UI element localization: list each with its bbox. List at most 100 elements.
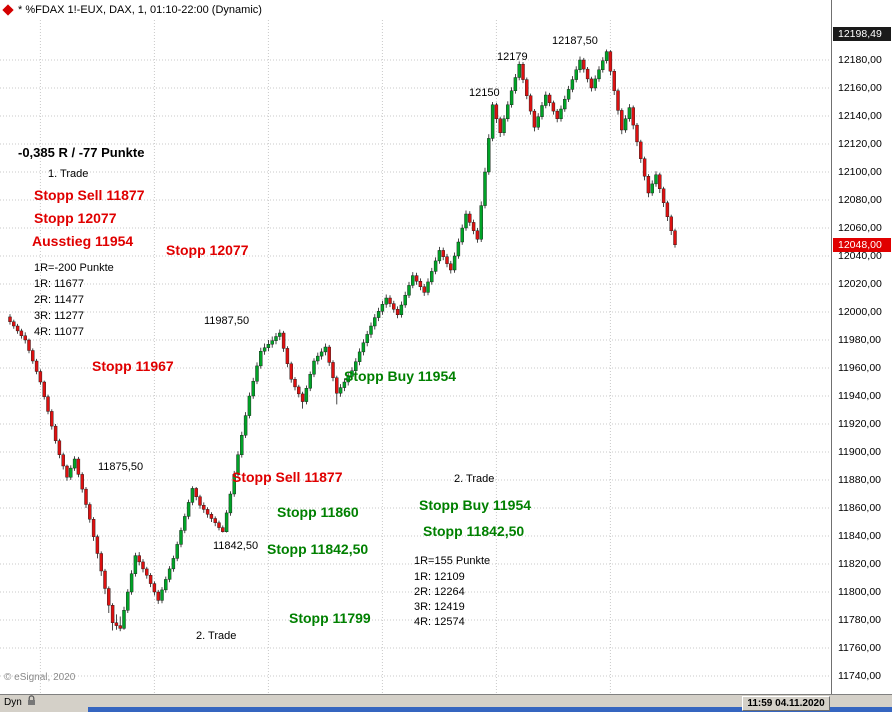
- candle-body: [80, 474, 84, 490]
- candle-body: [331, 362, 335, 378]
- candle-body: [411, 275, 415, 286]
- candle-body: [156, 591, 160, 601]
- horizontal-scrollbar[interactable]: [88, 707, 892, 712]
- chart-text-annotation: 4R: 11077: [34, 326, 84, 338]
- candle-body: [616, 90, 620, 111]
- chart-text-annotation: 1. Trade: [48, 168, 89, 180]
- chart-text-annotation: Stopp 12077: [166, 242, 249, 258]
- candle-body: [430, 271, 434, 283]
- candlestick-chart[interactable]: [0, 0, 831, 694]
- candle-body: [369, 325, 373, 335]
- candle-body: [76, 458, 81, 475]
- candle-body: [145, 568, 149, 576]
- candle-body: [240, 435, 244, 456]
- candle-body: [525, 79, 529, 96]
- chart-text-annotation: 1R: 12109: [414, 571, 465, 583]
- candle-body: [384, 297, 388, 305]
- candle-body: [433, 260, 438, 272]
- candle-body: [114, 622, 119, 626]
- candle-body: [559, 108, 563, 120]
- price-axis-label: 11900,00: [838, 446, 882, 458]
- candle-body: [361, 342, 366, 353]
- candle-body: [506, 104, 510, 120]
- candle-body: [464, 213, 468, 229]
- candle-body: [578, 59, 582, 71]
- candle-body: [502, 118, 506, 134]
- chart-text-annotation: 11842,50: [213, 540, 259, 552]
- price-axis-label: 11760,00: [838, 642, 882, 654]
- candle-body: [650, 183, 654, 194]
- candle-body: [262, 347, 267, 352]
- chart-text-annotation: Stopp Buy 11954: [344, 368, 457, 384]
- candle-body: [452, 255, 457, 271]
- candle-body: [278, 332, 282, 337]
- candle-body: [95, 536, 100, 554]
- chart-title: * %FDAX 1!-EUX, DAX, 1, 01:10-22:00 (Dyn…: [18, 4, 262, 16]
- candle-body: [148, 575, 153, 584]
- candle-body: [285, 348, 290, 364]
- candle-body: [107, 588, 111, 606]
- candle-body: [312, 360, 316, 375]
- candle-body: [213, 518, 217, 523]
- candle-body: [46, 396, 50, 412]
- candle-body: [441, 250, 445, 257]
- candle-body: [437, 250, 442, 262]
- candle-body: [110, 605, 115, 623]
- candle-body: [293, 379, 297, 388]
- price-axis-label: 12180,00: [838, 54, 882, 66]
- copyright-label: © eSignal, 2020: [4, 672, 76, 683]
- candle-body: [186, 502, 191, 517]
- candle-body: [536, 116, 540, 128]
- chart-text-annotation: 12187,50: [552, 35, 598, 47]
- chart-text-annotation: 1R=-200 Punkte: [34, 262, 114, 274]
- candle-body: [194, 488, 198, 497]
- chart-text-annotation: Stopp Sell 11877: [232, 469, 343, 485]
- candle-body: [376, 311, 381, 318]
- candle-body: [118, 625, 122, 629]
- candle-body: [266, 344, 271, 348]
- chart-text-annotation: Stopp 11860: [277, 504, 359, 520]
- candle-body: [251, 381, 255, 397]
- dyn-scale-button[interactable]: Dyn: [0, 695, 36, 709]
- candle-body: [198, 496, 202, 506]
- candle-body: [53, 425, 58, 442]
- candle-body: [12, 321, 16, 327]
- candle-body: [487, 138, 491, 173]
- axis-lock-icon[interactable]: [27, 695, 36, 709]
- price-axis-label: 12080,00: [838, 194, 882, 206]
- price-axis-label: 11740,00: [838, 670, 882, 682]
- candle-body: [19, 330, 24, 336]
- candle-body: [179, 530, 183, 545]
- chart-plot-area[interactable]: -0,385 R / -77 Punkte 1. Trade Stopp Sell …: [0, 0, 831, 694]
- candle-body: [103, 570, 107, 589]
- candle-body: [540, 105, 544, 117]
- candle-body: [69, 467, 73, 478]
- dyn-label: Dyn: [4, 696, 22, 708]
- candle-body: [658, 174, 662, 190]
- candle-body: [34, 360, 39, 372]
- candle-body: [544, 94, 548, 106]
- candle-body: [61, 454, 65, 467]
- chart-text-annotation: Stopp Buy 11954: [419, 497, 532, 513]
- candle-body: [574, 69, 578, 80]
- price-axis-label: 11960,00: [838, 362, 882, 374]
- candle-body: [627, 107, 632, 119]
- candle-body: [399, 304, 404, 316]
- chart-text-annotation: 2. Trade: [454, 473, 495, 485]
- chart-text-annotation: Stopp 12077: [34, 210, 117, 226]
- candle-body: [167, 568, 172, 580]
- candle-body: [316, 355, 320, 362]
- candle-body: [483, 171, 487, 206]
- candle-body: [403, 295, 407, 306]
- candle-body: [456, 241, 461, 257]
- candle-body: [31, 350, 35, 362]
- candle-body: [665, 202, 670, 218]
- chart-text-annotation: 3R: 11277: [34, 310, 84, 322]
- candle-body: [129, 573, 134, 593]
- price-axis[interactable]: 12180,00 12160,00 12140,00 12120,00 12100,00…: [831, 0, 892, 694]
- current-datetime-box[interactable]: 11:59 04.11.2020: [742, 696, 830, 711]
- candle-body: [471, 222, 476, 231]
- candle-body: [8, 316, 12, 322]
- candle-body: [274, 336, 278, 341]
- candle-body: [392, 303, 396, 310]
